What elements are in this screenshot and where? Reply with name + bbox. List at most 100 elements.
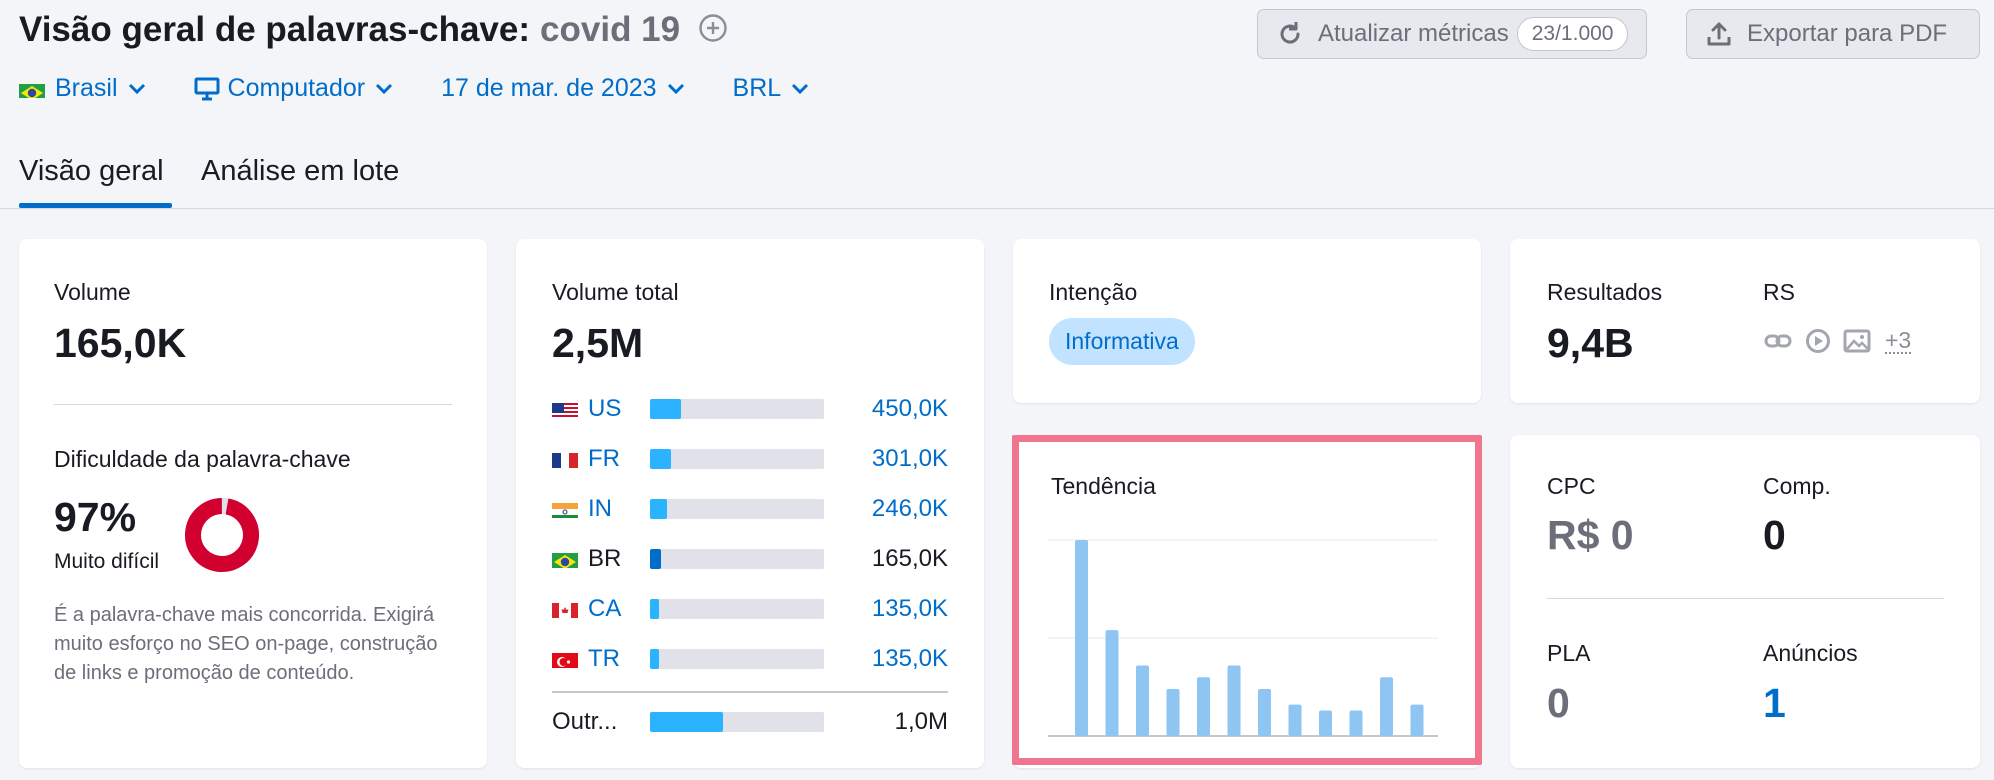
others-label: Outr...	[552, 708, 618, 735]
country-volume-value[interactable]: 301,0K	[871, 445, 948, 472]
trend-bar[interactable]	[1136, 665, 1149, 736]
country-volume-value: 165,0K	[871, 545, 948, 572]
country-row-br: BR 165,0K	[552, 544, 948, 574]
france-flag-icon	[552, 450, 578, 468]
keyword-text: covid 19	[540, 10, 681, 49]
results-value: 9,4B	[1547, 320, 1634, 366]
country-share-fill	[650, 399, 681, 419]
country-share-fill	[650, 549, 661, 569]
results-card	[1510, 239, 1980, 403]
device-filter-label: Computador	[227, 74, 366, 102]
tab-bulk-analysis[interactable]: Análise em lote	[201, 155, 400, 187]
currency-filter-label: BRL	[732, 74, 782, 102]
brazil-flag-icon	[196, 335, 222, 353]
country-code: BR	[588, 545, 622, 572]
india-flag-icon	[552, 500, 578, 518]
country-code[interactable]: TR	[588, 645, 620, 672]
intent-badge[interactable]: Informativa	[1049, 318, 1195, 365]
trend-bar[interactable]	[1166, 688, 1180, 736]
trend-bar[interactable]	[1410, 704, 1424, 736]
competition-label: Comp.	[1763, 473, 1831, 499]
country-code[interactable]: CA	[588, 595, 622, 622]
turkey-flag-icon	[552, 650, 578, 668]
refresh-metrics-button[interactable]: Atualizar métricas 23/1.000	[1257, 9, 1648, 59]
trend-bar[interactable]	[1197, 677, 1210, 736]
ads-value[interactable]: 1	[1763, 680, 1786, 726]
trend-bar[interactable]	[1105, 630, 1119, 736]
volume-value: 165,0K	[54, 320, 222, 367]
us-flag-icon	[552, 400, 578, 418]
country-row-in: IN 246,0K	[552, 494, 948, 524]
currency-filter[interactable]: BRL	[733, 74, 810, 103]
country-volume-value[interactable]: 135,0K	[871, 595, 948, 622]
country-row-tr: TR 135,0K	[552, 644, 948, 674]
trend-bar[interactable]	[1227, 665, 1241, 736]
country-share-fill	[650, 599, 659, 619]
brazil-flag-icon	[552, 550, 578, 568]
serp-more-link[interactable]: +3	[1885, 327, 1912, 354]
country-filter-label: Brasil	[55, 74, 118, 102]
canada-flag-icon	[552, 600, 578, 618]
global-volume-value: 2,5M	[552, 320, 644, 366]
refresh-metrics-label: Atualizar métricas	[1318, 20, 1509, 47]
volume-value-text: 165,0K	[54, 320, 187, 366]
country-row-ca: CA 135,0K	[552, 594, 948, 624]
volume-label: Volume	[54, 279, 131, 305]
device-filter[interactable]: Computador	[194, 74, 394, 103]
country-share-bar	[650, 449, 824, 469]
chevron-down-icon	[128, 83, 145, 94]
chevron-down-icon	[792, 83, 809, 94]
video-icon	[1806, 329, 1830, 353]
country-volume-value[interactable]: 246,0K	[871, 495, 948, 522]
filters-bar: Brasil Computador 17 de mar. de 2023 BRL	[19, 74, 857, 103]
trend-bar[interactable]	[1319, 710, 1332, 736]
country-code[interactable]: US	[588, 395, 622, 422]
difficulty-donut-arc	[185, 498, 259, 572]
competition-value: 0	[1763, 512, 1786, 558]
cpc-divider	[1547, 598, 1944, 599]
pla-label: PLA	[1547, 640, 1591, 666]
others-share-fill	[650, 712, 723, 732]
link-icon	[1764, 334, 1792, 348]
tabs-divider	[0, 208, 1994, 209]
serp-features-label: RS	[1763, 279, 1795, 305]
add-keyword-icon[interactable]	[698, 12, 728, 52]
export-pdf-button[interactable]: Exportar para PDF	[1686, 9, 1980, 59]
trend-bar[interactable]	[1075, 540, 1088, 736]
results-label: Resultados	[1547, 279, 1663, 305]
countries-divider	[552, 691, 948, 693]
keyword-difficulty-value: 97%	[54, 494, 137, 540]
export-pdf-label: Exportar para PDF	[1747, 20, 1948, 47]
country-row-us: US 450,0K	[552, 394, 948, 424]
tab-overview[interactable]: Visão geral	[19, 155, 164, 187]
trend-bar[interactable]	[1258, 688, 1271, 736]
serp-features: +3	[1763, 327, 1912, 354]
trend-chart	[1048, 539, 1438, 737]
date-filter-label: 17 de mar. de 2023	[441, 74, 657, 102]
country-row-others: Outr... 1,0M	[552, 707, 948, 737]
intent-label: Intenção	[1049, 279, 1138, 305]
country-volume-value[interactable]: 135,0K	[871, 645, 948, 672]
country-share-bar	[650, 549, 824, 569]
upload-icon	[1707, 22, 1731, 46]
country-share-bar	[650, 649, 824, 669]
country-share-bar	[650, 399, 824, 419]
date-filter[interactable]: 17 de mar. de 2023	[441, 74, 684, 103]
active-tab-indicator	[19, 203, 172, 208]
cpc-value: R$ 0	[1547, 512, 1634, 558]
cpc-label: CPC	[1547, 473, 1596, 499]
volume-divider	[54, 404, 452, 405]
brazil-flag-icon	[19, 80, 45, 98]
keyword-difficulty-text: Muito difícil	[54, 550, 160, 573]
country-code[interactable]: FR	[588, 445, 620, 472]
country-filter[interactable]: Brasil	[19, 74, 146, 103]
page-title-text: Visão geral de palavras-chave:	[19, 10, 531, 49]
trend-bar[interactable]	[1288, 704, 1302, 736]
others-share-bar	[650, 712, 824, 732]
country-volume-value[interactable]: 450,0K	[871, 395, 948, 422]
trend-bar[interactable]	[1349, 710, 1363, 736]
country-code[interactable]: IN	[588, 495, 612, 522]
pla-value: 0	[1547, 680, 1570, 726]
trend-bar[interactable]	[1380, 677, 1393, 736]
global-volume-label: Volume total	[552, 279, 679, 305]
